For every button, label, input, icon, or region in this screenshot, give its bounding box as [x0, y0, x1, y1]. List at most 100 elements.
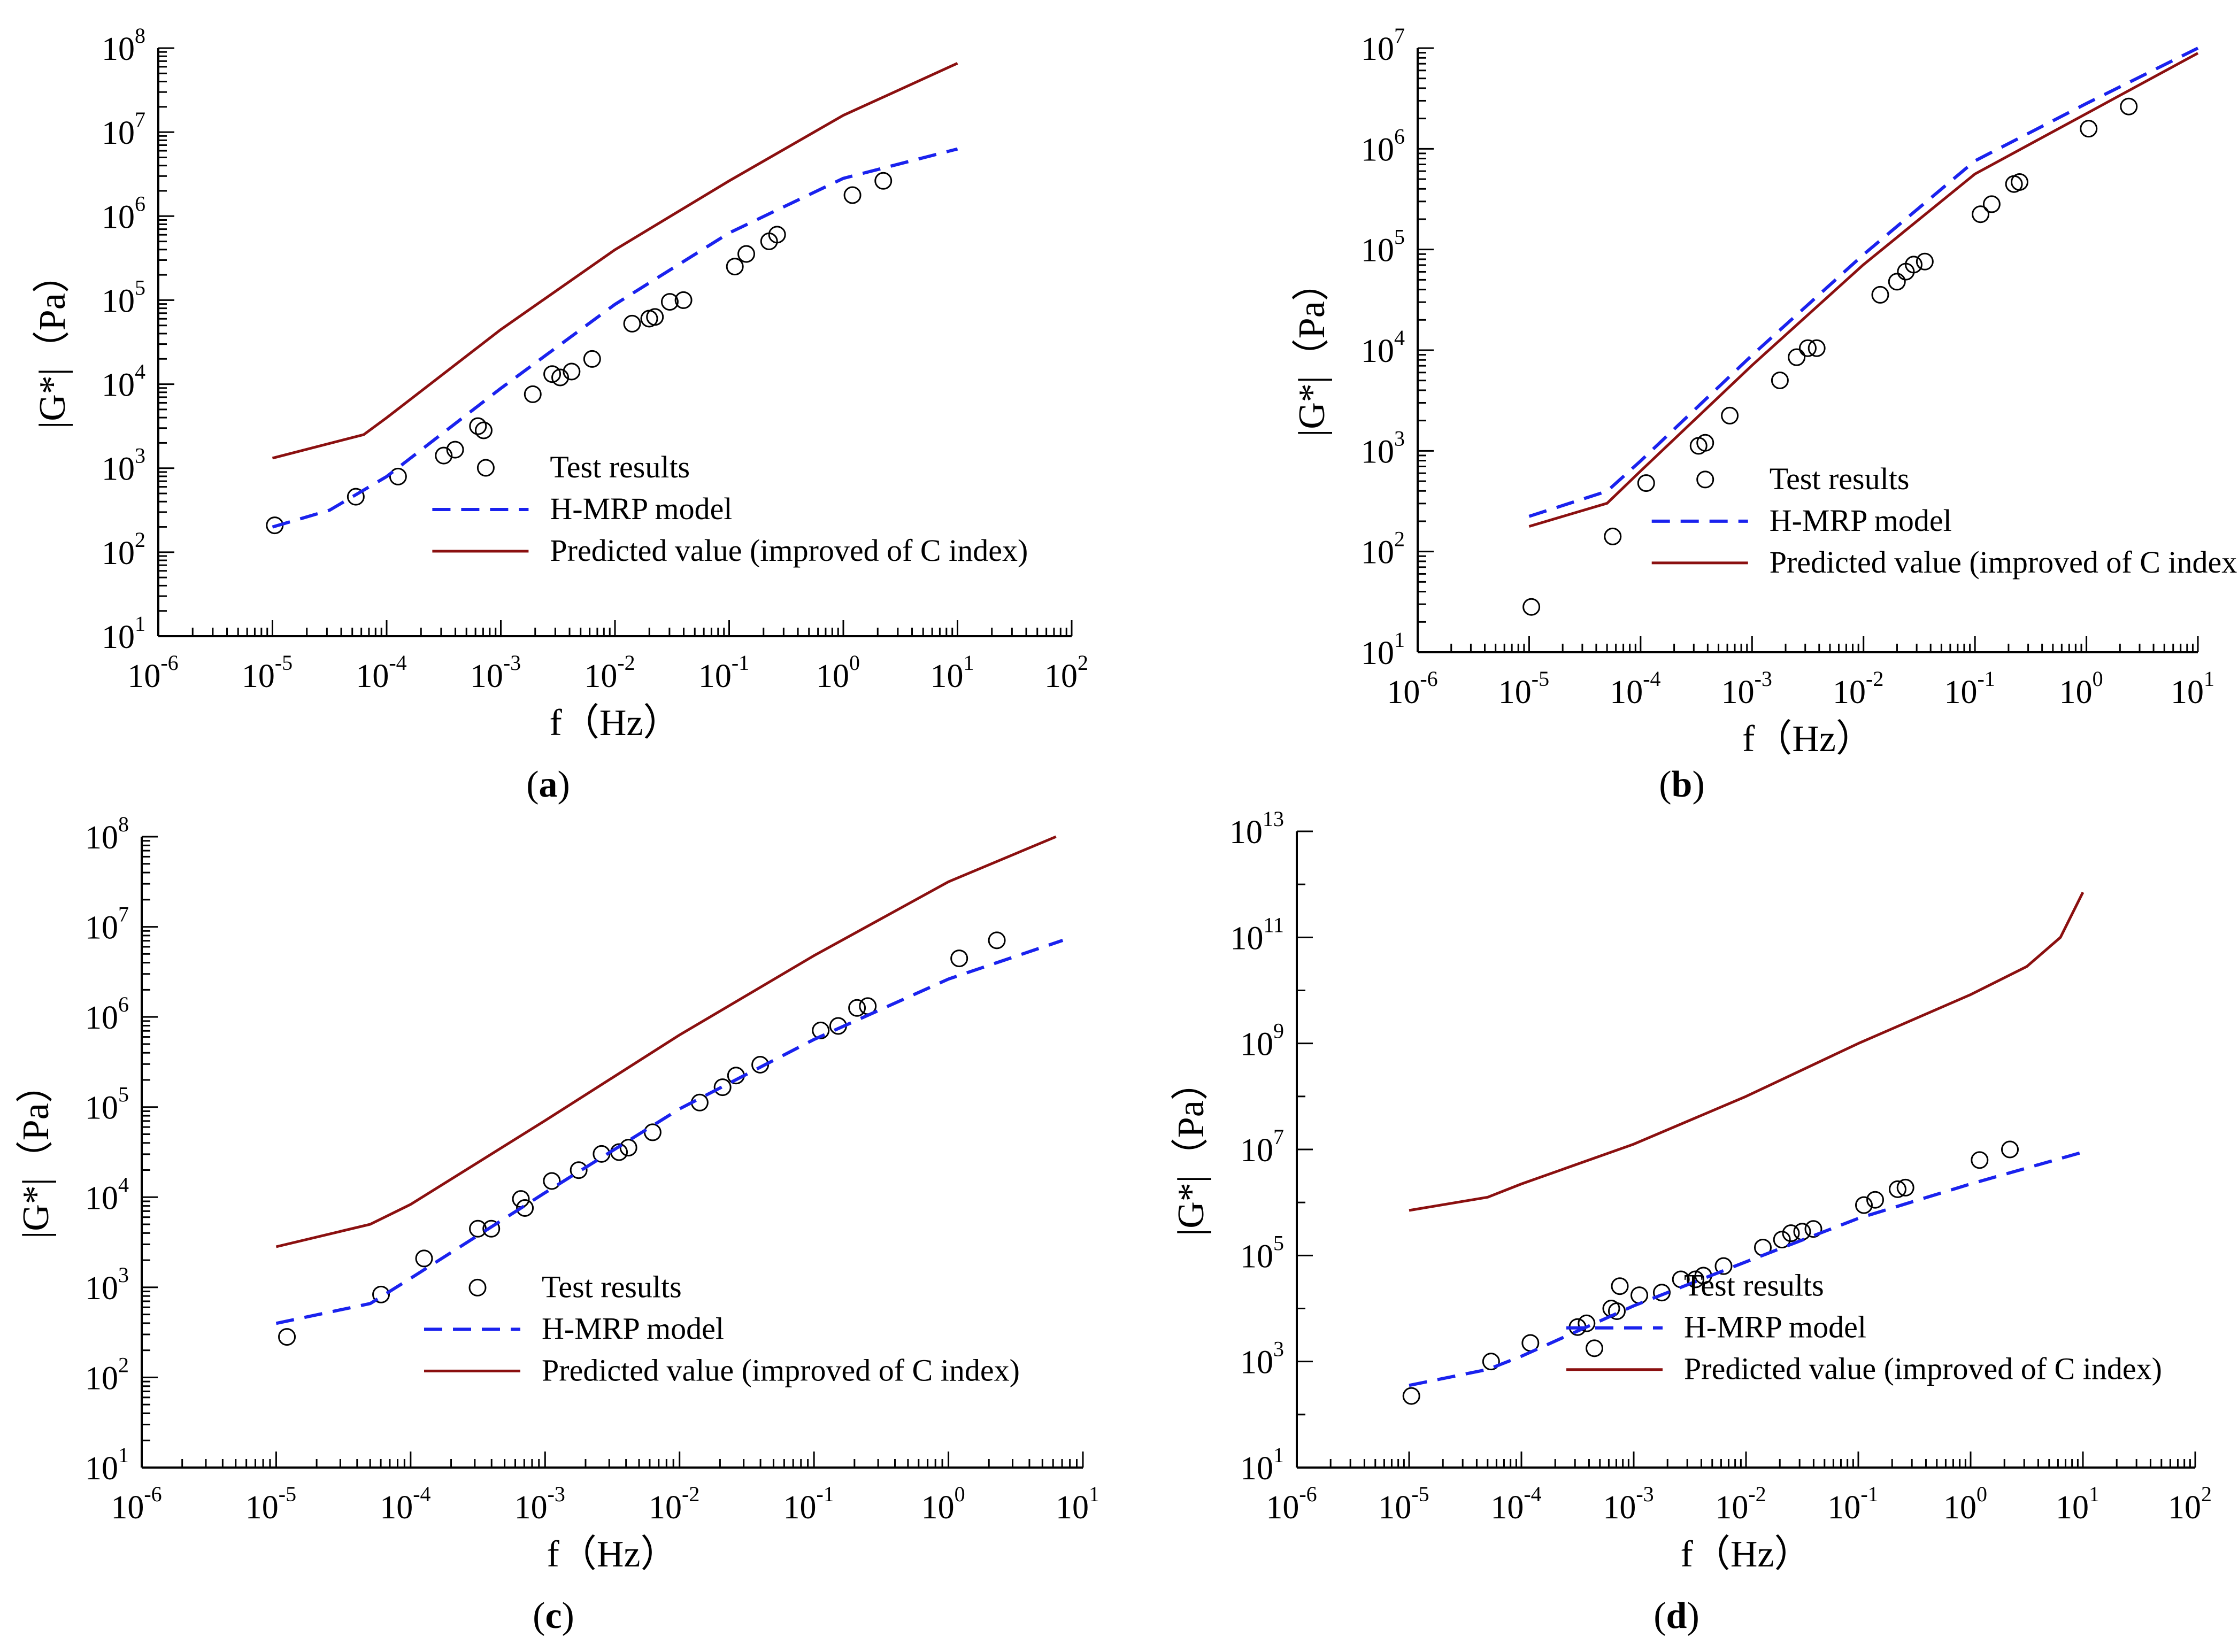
test-result-point — [713, 1078, 732, 1097]
x-tick-label: 10-2 — [649, 1482, 699, 1526]
x-tick-label: 10-5 — [1378, 1482, 1429, 1526]
x-tick-label: 10-5 — [1498, 667, 1549, 711]
test-result-point — [551, 368, 570, 387]
legend-test-label: Test results — [550, 450, 690, 484]
test-result-point — [469, 417, 487, 435]
test-result-point — [1687, 1270, 1704, 1288]
test-result-point — [843, 186, 862, 204]
y-tick-label: 102 — [102, 528, 145, 572]
y-tick-label: 107 — [102, 107, 145, 151]
test-result-point — [812, 1021, 830, 1039]
predicted-value-line — [272, 62, 958, 460]
y-tick-label: 105 — [1240, 1231, 1284, 1275]
x-tick-label: 10-6 — [1266, 1482, 1317, 1526]
test-result-point — [1793, 1223, 1811, 1241]
legend-model-label: H-MRP model — [1684, 1310, 1866, 1345]
test-result-point — [543, 365, 562, 383]
test-result-point — [1696, 434, 1714, 452]
y-tick-label: 107 — [1240, 1125, 1284, 1169]
x-tick-label: 10-6 — [1387, 667, 1437, 711]
y-tick-label: 102 — [85, 1353, 129, 1396]
x-tick-label: 102 — [2168, 1482, 2212, 1526]
y-tick-label: 103 — [1361, 426, 1405, 470]
test-result-point — [1871, 285, 1889, 304]
y-axis-label: |G*|（Pa） — [1291, 264, 1333, 437]
test-result-point — [1721, 406, 1739, 424]
test-result-point — [643, 1123, 662, 1141]
y-tick-label: 107 — [1361, 24, 1405, 67]
y-tick-label: 107 — [85, 902, 129, 946]
test-result-point — [563, 362, 581, 381]
test-result-point — [737, 245, 756, 263]
x-tick-label: 10-1 — [1944, 667, 1995, 711]
test-result-point — [347, 488, 365, 506]
test-result-point — [1578, 1314, 1596, 1332]
test-result-point — [1714, 1257, 1733, 1275]
y-tick-label: 102 — [1361, 527, 1405, 571]
y-tick-label: 101 — [1361, 628, 1405, 671]
test-result-point — [372, 1285, 390, 1303]
test-result-point — [2120, 97, 2138, 115]
test-result-point — [2080, 120, 2098, 138]
test-result-point — [1888, 273, 1906, 291]
x-tick-label: 100 — [921, 1482, 965, 1526]
test-result-point — [474, 421, 493, 439]
legend-predicted-label: Predicted value (improved of C index) — [1770, 545, 2238, 580]
y-tick-label: 104 — [85, 1172, 129, 1216]
x-tick-label: 10-4 — [1490, 1482, 1541, 1526]
x-tick-label: 10-4 — [1610, 667, 1660, 711]
x-tick-label: 10-6 — [127, 651, 178, 694]
test-result-point — [1804, 1220, 1822, 1238]
x-tick-label: 10-6 — [111, 1482, 161, 1526]
x-tick-label: 10-3 — [1603, 1482, 1653, 1526]
y-tick-label: 108 — [102, 24, 145, 67]
test-result-point — [2011, 173, 2029, 191]
test-result-point — [623, 314, 641, 333]
legend-model-label: H-MRP model — [542, 1311, 724, 1346]
test-result-point — [1799, 339, 1817, 357]
legend-predicted-label: Predicted value (improved of C index) — [1684, 1352, 2162, 1386]
test-result-point — [1586, 1339, 1603, 1357]
y-tick-label: 105 — [85, 1083, 129, 1126]
x-tick-label: 10-2 — [1833, 667, 1883, 711]
test-result-point — [1522, 598, 1541, 616]
x-tick-label: 10-1 — [783, 1482, 834, 1526]
x-tick-label: 10-4 — [356, 651, 406, 694]
y-tick-label: 1013 — [1229, 807, 1284, 851]
test-result-point — [1808, 339, 1826, 357]
legend-test-marker — [1696, 470, 1714, 489]
test-result-point — [583, 350, 601, 368]
x-axis-label: f（Hz） — [547, 1534, 678, 1575]
test-result-point — [516, 1199, 534, 1217]
test-result-point — [1604, 527, 1622, 545]
test-result-point — [646, 308, 664, 326]
test-result-point — [1905, 256, 1923, 274]
y-axis-label: |G*|（Pa） — [1171, 1063, 1212, 1236]
test-result-point — [988, 931, 1006, 949]
y-tick-label: 105 — [102, 275, 145, 319]
test-result-point — [278, 1328, 296, 1346]
test-result-point — [1788, 348, 1806, 366]
test-result-point — [512, 1190, 530, 1208]
test-result-point — [1631, 1286, 1648, 1304]
y-axis-label: |G*|（Pa） — [16, 1066, 57, 1239]
y-tick-label: 104 — [102, 360, 145, 404]
predicted-value-line — [1528, 52, 2199, 528]
y-tick-label: 105 — [1361, 225, 1405, 269]
test-result-point — [482, 1219, 501, 1238]
y-tick-label: 103 — [1240, 1337, 1284, 1381]
test-result-point — [848, 999, 866, 1017]
y-tick-label: 101 — [102, 612, 145, 655]
y-tick-label: 106 — [1361, 124, 1405, 168]
legend-test-label: Test results — [542, 1269, 682, 1304]
x-tick-label: 100 — [2059, 667, 2103, 711]
test-result-point — [1402, 1387, 1420, 1405]
test-result-point — [1782, 1224, 1800, 1242]
test-result-point — [1889, 1180, 1906, 1198]
panel-caption: (d) — [1653, 1595, 1699, 1636]
test-result-point — [1916, 252, 1934, 271]
test-result-point — [874, 172, 893, 190]
test-result-point — [1896, 1178, 1914, 1196]
test-result-point — [950, 949, 968, 968]
x-tick-label: 10-3 — [1721, 667, 1772, 711]
